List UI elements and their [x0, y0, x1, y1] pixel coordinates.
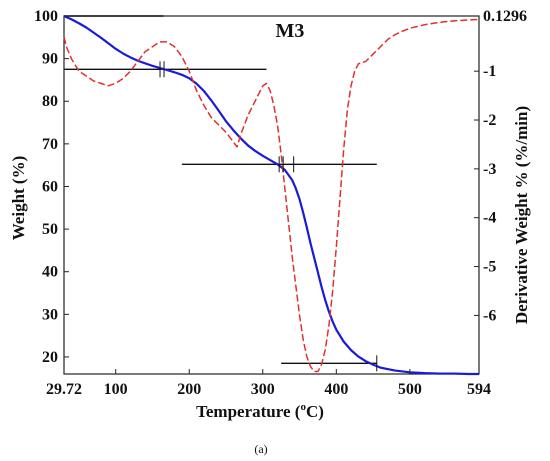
y2-tick-label: 0.1296 [483, 8, 527, 25]
y-tick-label: 90 [42, 51, 58, 68]
y-tick-label: 100 [34, 8, 58, 25]
x-tick-label: 200 [177, 381, 201, 398]
right-axis-ticks: 0.1296 -1 -2 -3 -4 -5 -6 [474, 8, 527, 324]
x-tick-label: 300 [251, 381, 275, 398]
weight-line [63, 14, 479, 376]
left-axis-title: Weight (%) [9, 156, 28, 241]
left-axis-ticks: 100 90 80 70 60 50 40 30 20 [34, 8, 69, 366]
x-axis-ticks: 29.72 100 200 300 400 500 594 [46, 369, 491, 398]
y-tick-label: 20 [42, 349, 58, 366]
step-markers [159, 61, 378, 372]
plot-border [63, 15, 480, 375]
x-tick-label: 400 [324, 381, 348, 398]
right-axis-title: Derivative Weight % (%/min) [512, 106, 531, 324]
y-tick-label: 60 [42, 178, 58, 195]
x-tick-label: 29.72 [46, 381, 82, 398]
figure-caption: (a) [254, 442, 267, 456]
y2-tick-label: -4 [483, 210, 496, 227]
y2-tick-label: -5 [483, 259, 496, 276]
y-tick-label: 40 [42, 264, 58, 281]
y2-tick-label: -1 [483, 63, 496, 80]
x-tick-label: 100 [104, 381, 128, 398]
plot-frame [63, 15, 480, 375]
y2-tick-label: -2 [483, 112, 496, 129]
x-tick-label: 500 [398, 381, 422, 398]
chart-title: M3 [276, 20, 305, 42]
y-tick-label: 80 [42, 93, 58, 110]
y-tick-label: 50 [42, 221, 58, 238]
series-layer [63, 14, 480, 376]
y-tick-label: 70 [42, 136, 58, 153]
derivative-weight-line [63, 18, 480, 373]
y2-tick-label: -6 [483, 307, 496, 324]
y2-tick-label: -3 [483, 161, 496, 178]
x-axis-title: Temperature (oC) [196, 401, 324, 421]
y-tick-label: 30 [42, 306, 58, 323]
x-tick-label: 594 [467, 381, 491, 398]
